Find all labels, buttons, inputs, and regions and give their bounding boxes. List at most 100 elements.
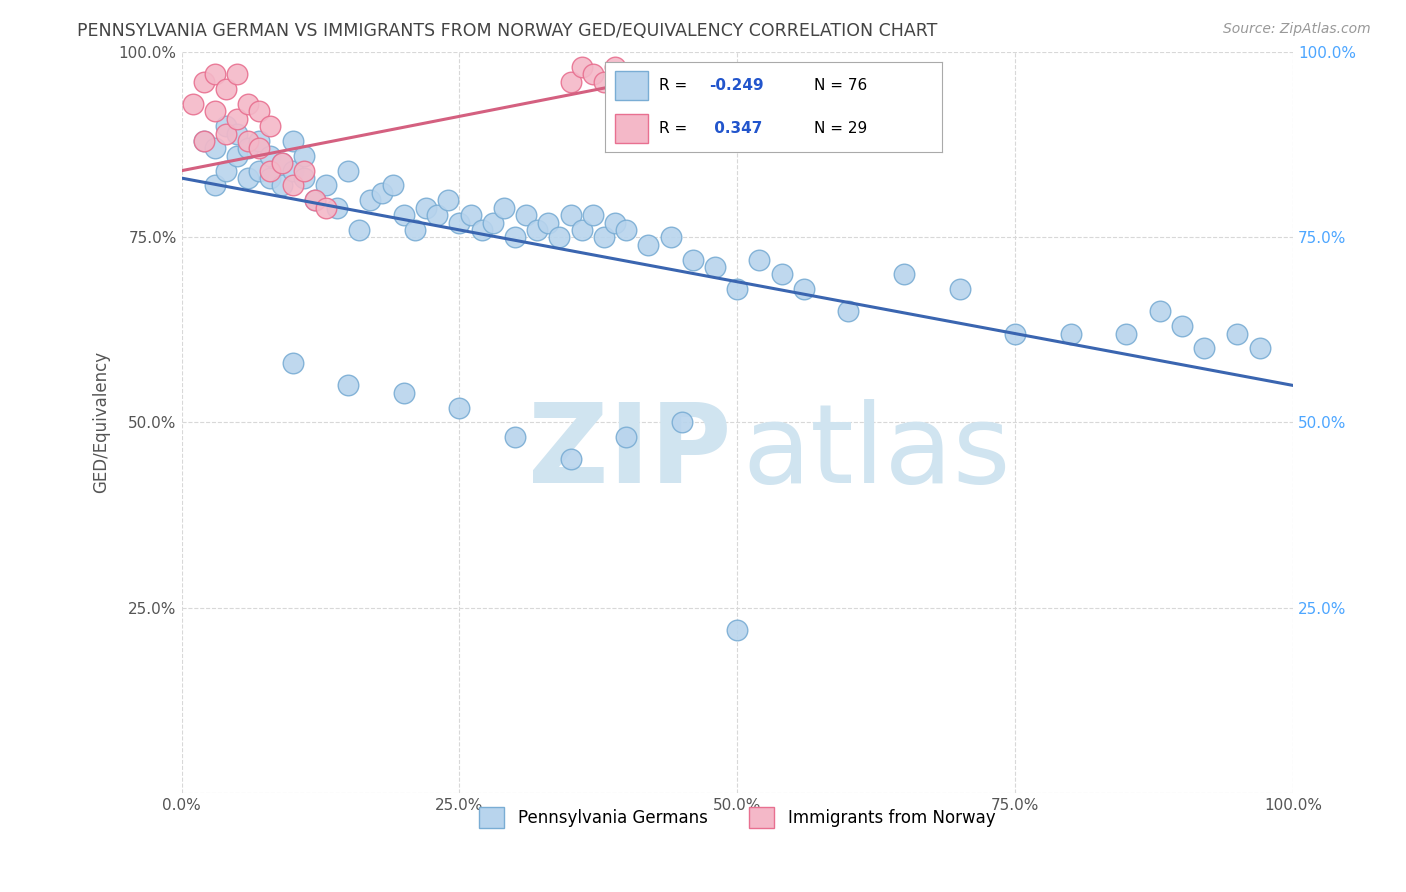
Point [503,430,526,444]
Point [204,141,226,155]
Text: atlas: atlas [742,399,1011,506]
Point [1060,326,1083,341]
Legend: Pennsylvania Germans, Immigrants from Norway: Pennsylvania Germans, Immigrants from No… [471,799,1004,836]
Text: N = 29: N = 29 [814,121,868,136]
Point [281,178,304,193]
Point [682,252,704,267]
Point [270,156,292,170]
Point [893,268,915,282]
Point [247,141,270,155]
Point [526,223,548,237]
Point [259,171,281,186]
Point [449,215,471,229]
FancyBboxPatch shape [614,114,648,143]
Point [560,208,582,222]
Point [193,134,215,148]
Point [204,178,226,193]
Point [226,67,249,81]
Point [215,163,238,178]
Point [238,141,260,155]
Point [259,163,281,178]
Point [292,163,315,178]
Point [548,230,571,244]
Point [704,260,727,274]
Point [1192,342,1215,356]
Point [226,149,249,163]
Point [770,268,793,282]
Point [582,208,605,222]
Point [226,127,249,141]
Point [215,127,238,141]
Point [370,186,392,200]
Point [292,171,315,186]
Point [204,104,226,119]
Text: 0.347: 0.347 [709,121,762,136]
FancyBboxPatch shape [614,71,648,100]
Point [449,401,471,415]
Point [247,163,270,178]
Point [315,201,337,215]
Point [437,194,460,208]
Point [1171,319,1194,334]
Point [793,282,815,296]
Point [471,223,494,237]
Point [238,97,260,112]
Point [614,223,637,237]
Point [304,194,326,208]
Point [560,452,582,467]
Point [603,215,626,229]
Point [259,149,281,163]
Point [315,178,337,193]
Point [659,230,682,244]
Point [1149,304,1171,318]
Point [748,252,770,267]
Point [181,97,204,112]
Point [292,149,315,163]
Point [1249,342,1271,356]
Point [415,201,437,215]
Point [837,304,859,318]
Text: N = 76: N = 76 [814,78,868,93]
Point [281,163,304,178]
Text: R =: R = [658,78,692,93]
Point [637,237,659,252]
Point [648,67,671,81]
Point [259,120,281,134]
Text: PENNSYLVANIA GERMAN VS IMMIGRANTS FROM NORWAY GED/EQUIVALENCY CORRELATION CHART: PENNSYLVANIA GERMAN VS IMMIGRANTS FROM N… [77,22,938,40]
Point [1226,326,1249,341]
Point [281,134,304,148]
Point [614,82,637,96]
Point [238,171,260,186]
Point [193,134,215,148]
Point [492,201,515,215]
Point [593,75,616,89]
Point [560,75,582,89]
Point [238,134,260,148]
Point [481,215,503,229]
Point [226,112,249,126]
Y-axis label: GED/Equivalency: GED/Equivalency [93,351,110,493]
Text: -0.249: -0.249 [709,78,763,93]
Text: Source: ZipAtlas.com: Source: ZipAtlas.com [1223,22,1371,37]
Point [582,67,605,81]
Point [215,120,238,134]
Point [426,208,449,222]
Point [593,230,616,244]
Point [392,208,415,222]
Point [515,208,537,222]
Point [204,67,226,81]
Point [337,163,360,178]
Point [571,223,593,237]
Point [537,215,560,229]
Point [381,178,404,193]
Point [637,75,659,89]
Point [326,201,349,215]
Point [603,60,626,74]
Text: R =: R = [658,121,692,136]
Point [349,223,371,237]
Point [626,67,648,81]
Point [247,134,270,148]
Point [359,194,381,208]
Point [460,208,482,222]
Point [404,223,426,237]
